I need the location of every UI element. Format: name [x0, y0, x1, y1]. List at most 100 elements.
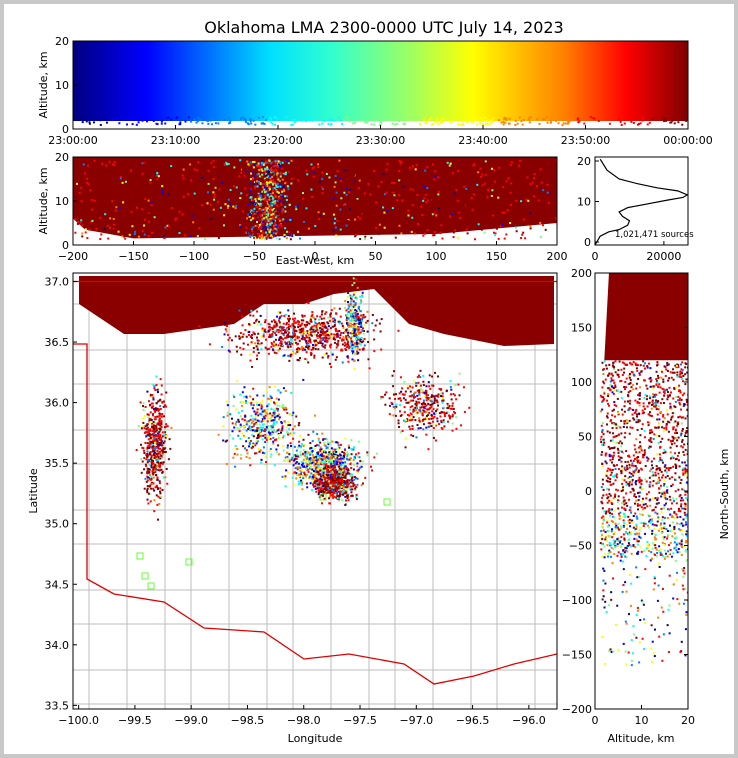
ew-altitude-source-dot: [249, 232, 252, 235]
plan-view-source-dot: [255, 336, 258, 339]
ew-altitude-source-dot: [546, 170, 549, 173]
ew-altitude-ytick-label: 10: [55, 195, 69, 208]
plan-view-source-dot: [341, 479, 344, 482]
plan-view-source-dot: [269, 334, 272, 337]
plan-view-source-dot: [150, 464, 153, 467]
plan-view-source-dot: [288, 359, 291, 362]
ew-altitude-source-dot: [277, 213, 280, 216]
plan-view-source-dot: [455, 398, 458, 401]
plan-view-source-dot: [328, 319, 331, 322]
plan-view-source-dot: [352, 459, 355, 462]
plan-view-source-dot: [144, 477, 147, 480]
ew-altitude-source-dot: [174, 218, 177, 221]
time-height-fill: [73, 41, 688, 129]
plan-view-source-dot: [324, 312, 327, 315]
ew-altitude-source-dot: [239, 159, 242, 162]
plan-view-source-dot: [340, 469, 343, 472]
plan-view-source-dot: [311, 311, 314, 314]
plan-view-source-dot: [288, 428, 291, 431]
ew-altitude-source-dot: [416, 222, 419, 225]
ew-altitude-source-dot: [279, 230, 282, 233]
plan-view-source-dot: [153, 421, 156, 424]
plan-view-source-dot: [224, 323, 227, 326]
plan-view-source-dot: [275, 448, 278, 451]
ew-altitude-source-dot: [261, 181, 264, 184]
plan-view-source-dot: [325, 333, 328, 336]
plan-view-source-dot: [337, 344, 340, 347]
plan-view-source-dot: [161, 456, 164, 459]
plan-view-source-dot: [322, 463, 325, 466]
plan-view-source-dot: [417, 374, 420, 377]
plan-view-source-dot: [168, 438, 171, 441]
plan-view-source-dot: [273, 416, 276, 419]
plan-view-source-dot: [262, 429, 265, 432]
plan-view-source-dot: [374, 324, 377, 327]
plan-view-source-dot: [263, 330, 266, 333]
plan-view-source-dot: [353, 455, 356, 458]
ew-altitude-source-dot: [200, 204, 203, 207]
ew-altitude-source-dot: [227, 198, 230, 201]
ew-altitude-source-dot: [523, 213, 526, 216]
ew-altitude-source-dot: [264, 196, 267, 199]
plan-view-source-dot: [330, 479, 333, 482]
plan-view-source-dot: [300, 469, 303, 472]
ew-altitude-source-dot: [400, 232, 403, 235]
ew-altitude-source-dot: [268, 208, 271, 211]
plan-view-source-dot: [318, 480, 321, 483]
plan-view-source-dot: [243, 386, 246, 389]
time-height-source-dot: [178, 123, 181, 126]
plan-view-source-dot: [296, 348, 299, 351]
ew-altitude-source-dot: [256, 217, 259, 220]
plan-view-source-dot: [324, 476, 327, 479]
plan-view-source-dot: [246, 343, 249, 346]
plan-view-source-dot: [146, 455, 149, 458]
ew-altitude-source-dot: [266, 207, 269, 210]
plan-view-source-dot: [269, 433, 272, 436]
time-height-source-dot: [639, 122, 642, 125]
plan-view-source-dot: [146, 487, 149, 490]
plan-view-source-dot: [154, 389, 157, 392]
ew-altitude-source-dot: [428, 198, 431, 201]
plan-view-source-dot: [153, 489, 156, 492]
ew-altitude-source-dot: [256, 197, 259, 200]
plan-view-source-dot: [429, 399, 432, 402]
ew-altitude-source-dot: [81, 235, 84, 238]
ew-altitude-source-dot: [217, 174, 220, 177]
plan-view-source-dot: [283, 354, 286, 357]
plan-view-source-dot: [305, 345, 308, 348]
time-height-source-dot: [308, 119, 311, 122]
plan-view-source-dot: [149, 403, 152, 406]
plan-view-source-dot: [326, 480, 329, 483]
plan-view-source-dot: [315, 453, 318, 456]
ew-altitude-source-dot: [141, 162, 144, 165]
plan-view-source-dot: [270, 425, 273, 428]
time-height-source-dot: [367, 119, 370, 122]
ew-altitude-source-dot: [261, 234, 264, 237]
time-height-ytick-label: 20: [55, 35, 69, 48]
ew-altitude-source-dot: [124, 180, 127, 183]
plan-view-source-dot: [406, 420, 409, 423]
ew-altitude-source-dot: [210, 233, 213, 236]
plan-view-source-dot: [322, 485, 325, 488]
plan-view-source-dot: [321, 322, 324, 325]
time-height-source-dot: [176, 116, 179, 119]
plan-view-source-dot: [153, 510, 156, 513]
plan-view-source-dot: [373, 456, 376, 459]
plan-view-source-dot: [269, 437, 272, 440]
plan-view-source-dot: [140, 443, 143, 446]
plan-view-source-dot: [313, 324, 316, 327]
plan-view-source-dot: [404, 446, 407, 449]
ew-altitude-source-dot: [239, 224, 242, 227]
plan-view-source-dot: [159, 434, 162, 437]
ew-altitude-source-dot: [273, 209, 276, 212]
plan-view-source-dot: [274, 411, 277, 414]
time-height-source-dot: [492, 117, 495, 120]
plan-view-source-dot: [299, 482, 302, 485]
ew-altitude-source-dot: [212, 191, 215, 194]
ew-altitude-source-dot: [267, 234, 270, 237]
plan-view-source-dot: [337, 444, 340, 447]
plan-view-source-dot: [343, 451, 346, 454]
time-height-source-dot: [137, 121, 140, 124]
plan-view-source-dot: [151, 481, 154, 484]
ew-altitude-source-dot: [288, 220, 291, 223]
